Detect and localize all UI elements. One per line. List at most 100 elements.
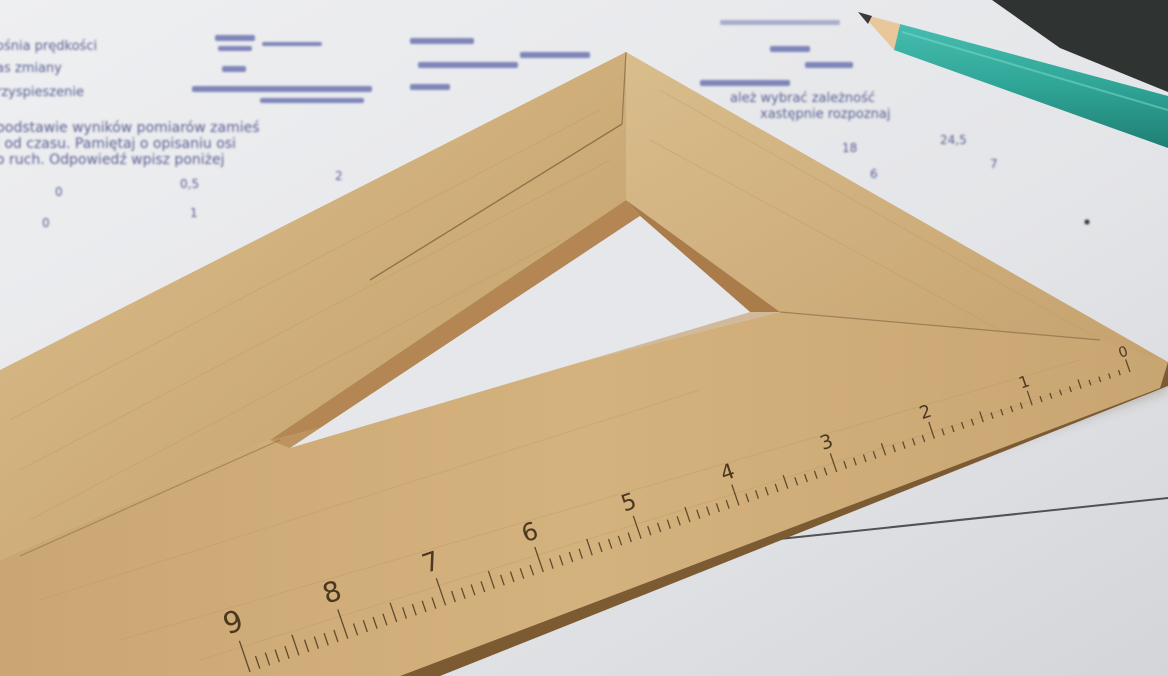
table-cell: 24,5 (940, 133, 967, 147)
ruler-minor-tick (880, 443, 887, 456)
worksheet-row-label: as zmiany (0, 61, 62, 76)
ruler-major-tick (435, 578, 447, 606)
ruler-minor-tick (941, 428, 945, 436)
worksheet-print: ośnia prędkości as zmiany rzyspieszenie … (0, 20, 1090, 230)
ruler-minor-tick (1077, 379, 1082, 389)
ruler-minor-tick (509, 571, 515, 583)
ruler-minor-tick (1068, 386, 1072, 393)
worksheet-row-label: rzyspieszenie (0, 85, 84, 100)
ruler-minor-tick (352, 623, 359, 636)
ruler-minor-tick (254, 655, 261, 669)
ruler-minor-tick (401, 607, 408, 619)
ruler-minor-tick (676, 516, 681, 526)
ruler-minor-tick (921, 434, 926, 443)
ruler-minor-tick (774, 483, 779, 493)
ruler-minor-tick (647, 525, 652, 536)
ruler-minor-tick (274, 649, 280, 663)
worksheet-note-line: ależ wybrać zależność (730, 91, 875, 106)
table-cell: 18 (842, 141, 857, 155)
ruler-minor-tick (782, 474, 789, 489)
ruler-minor-tick (460, 587, 466, 599)
ruler-minor-tick (411, 603, 417, 616)
table-cell: 1 (190, 206, 198, 220)
worksheet-paragraph-line: podstawie wyników pomiarów zamieś (0, 120, 260, 136)
ruler-minor-tick (902, 441, 906, 449)
table-cell: 2 (335, 169, 343, 183)
worksheet-row-label: ośnia prędkości (0, 39, 97, 54)
ruler-minor-tick (960, 421, 965, 429)
ruler-minor-tick (803, 473, 808, 483)
ruler-minor-tick (529, 564, 535, 576)
table-cell: 7 (990, 157, 998, 171)
ruler-minor-tick (1107, 373, 1112, 379)
ruler-major-tick (829, 453, 838, 473)
ruler-minor-tick (656, 522, 662, 533)
pencil-graphite-tip (858, 12, 872, 24)
cutout-edge-left (270, 200, 640, 448)
ruler-minor-tick (696, 509, 701, 519)
pencil-sharpened-wood (862, 14, 900, 50)
pencil-body (894, 24, 1168, 148)
ruler-minor-tick (853, 457, 857, 466)
ruler-minor-tick (372, 616, 378, 629)
worksheet-paragraph-line: i od czasu. Pamiętaj o opisaniu osi (0, 136, 236, 152)
ruler-minor-tick (823, 467, 828, 476)
ruler-minor-tick (480, 581, 486, 593)
pencil-line (769, 497, 1168, 541)
ruler-minor-tick (389, 602, 398, 623)
ruler-minor-tick (1009, 405, 1014, 413)
ruler-minor-tick (362, 619, 368, 633)
ruler-major-tick (534, 546, 544, 573)
ruler-minor-tick (911, 438, 916, 446)
ruler-minor-tick (705, 506, 711, 516)
ruler-major-tick (1125, 359, 1131, 373)
ruler-minor-tick (499, 574, 505, 586)
table-cell: 6 (870, 167, 878, 181)
ruler-minor-tick (1049, 392, 1053, 399)
ruler-minor-tick (333, 629, 339, 643)
ruler-major-tick (632, 515, 642, 539)
ruler-minor-tick (586, 538, 593, 556)
ruler-minor-tick (323, 632, 329, 646)
ruler-minor-tick (431, 597, 437, 609)
table-cell: 0 (42, 216, 50, 230)
ruler-minor-tick (313, 636, 320, 649)
ruler-minor-tick (598, 542, 603, 553)
ruler-minor-tick (715, 503, 720, 513)
ruler-minor-tick (754, 490, 760, 499)
ruler-minor-tick (764, 486, 769, 496)
ruler-minor-tick (725, 499, 730, 509)
ruler-major-tick (337, 609, 349, 639)
ruler-minor-tick (1000, 408, 1004, 416)
ruler-minor-tick (519, 568, 525, 579)
worksheet-formulas (192, 20, 853, 103)
ruler-minor-tick (1088, 379, 1092, 386)
ruler-minor-tick (549, 558, 554, 569)
ruler-minor-tick (813, 470, 818, 479)
set-square (0, 51, 1168, 676)
ruler-minor-tick (979, 411, 984, 423)
table-cell: 0,5 (180, 177, 199, 191)
ink-dot (1084, 219, 1090, 225)
ruler-minor-tick (450, 590, 456, 603)
ruler-major-tick (1026, 390, 1033, 406)
ruler-minor-tick (794, 477, 799, 486)
ruler-minor-tick (1058, 389, 1063, 396)
ruler-minor-tick (627, 532, 632, 543)
ruler-minor-tick (970, 418, 975, 426)
worksheet-note-line: xastępnie rozpoznaj (760, 107, 890, 122)
worksheet-paragraph-line: o ruch. Odpowiedź wpisz poniżej (0, 152, 225, 168)
ruler-minor-tick (951, 425, 955, 433)
ruler-minor-tick (1019, 402, 1024, 409)
ruler-minor-tick (1039, 395, 1043, 403)
set-square-right-leg (626, 52, 1168, 372)
ruler-minor-tick (843, 460, 848, 469)
ruler-minor-tick (1098, 376, 1102, 383)
ruler-major-tick (731, 484, 740, 506)
table-cell: 0 (55, 185, 63, 199)
ruler-minor-tick (382, 613, 388, 626)
ruler-major-tick (928, 421, 936, 439)
ruler-minor-tick (607, 538, 613, 549)
ruler-minor-tick (487, 570, 496, 589)
